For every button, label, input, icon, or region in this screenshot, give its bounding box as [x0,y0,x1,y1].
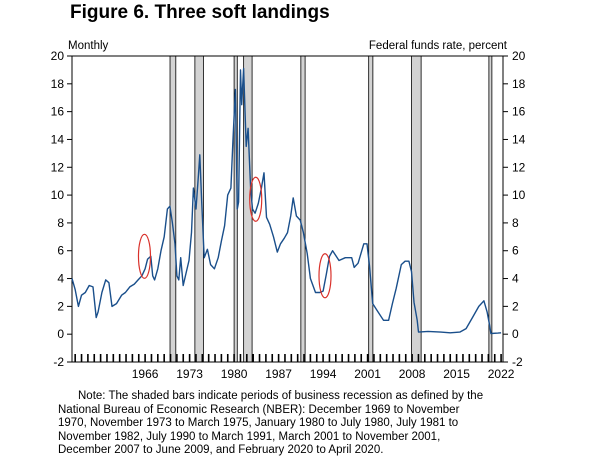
x-tick-label: 2008 [399,367,426,381]
x-tick-label: 1980 [221,367,248,381]
y-tick-label-left: 16 [51,105,65,119]
chart: -2 -2 0 0 2 2 4 4 6 6 8 8 10 10 12 12 14 14 16 16 18 18 20 20 19… [51,49,526,381]
y-tick-label-right: 20 [512,49,526,63]
chart-note: Note: The shaded bars indicate periods o… [58,390,518,458]
y-tick-label-right: 4 [512,272,519,286]
y-tick-label-left: 12 [51,160,65,174]
y-tick-label-right: -2 [512,355,523,369]
y-tick-label-left: 8 [57,216,64,230]
x-tick-label: 2022 [488,367,515,381]
unit-label: Federal funds rate, percent [368,40,507,52]
series-line-fed-funds-rate [71,67,502,335]
x-tick-label: 2001 [354,367,381,381]
note-line: National Bureau of Economic Research (NB… [58,403,460,416]
x-tick-label: 1973 [176,367,203,381]
x-tick-label: 1987 [265,367,292,381]
chart-title: Figure 6. Three soft landings [70,2,330,23]
recession-bar [488,55,493,363]
y-tick-label-left: 18 [51,77,65,91]
soft-landing-marker [249,176,263,222]
plot-frame [71,55,504,363]
y-tick-label-right: 2 [512,299,519,313]
recession-bar [300,55,306,363]
y-tick-label-right: 12 [512,160,526,174]
y-tick-label-right: 14 [512,132,526,146]
x-tick-label: 1966 [132,367,159,381]
y-tick-label-left: 14 [51,132,65,146]
y-tick-label-left: 4 [57,272,64,286]
x-tick-label: 1994 [310,367,337,381]
y-tick-label-right: 10 [512,188,526,202]
soft-landing-marker [318,253,332,299]
frequency-label: Monthly [68,40,109,52]
y-tick-label-left: 10 [51,188,65,202]
note-line: November 1982, July 1990 to March 1991, … [58,430,441,443]
y-tick-label-right: 8 [512,216,519,230]
y-tick-label-right: 0 [512,327,519,341]
recession-bar [368,55,374,363]
soft-landing-marker [137,233,152,279]
y-tick-label-right: 18 [512,77,526,91]
note-line: 1970, November 1973 to March 1975, Janua… [58,417,459,429]
y-tick-label-left: 20 [51,49,65,63]
y-tick-label-left: -2 [53,355,64,369]
y-tick-label-right: 16 [512,105,526,119]
y-tick-label-right: 6 [512,244,519,258]
y-tick-label-left: 0 [57,327,64,341]
note-line: December 2007 to June 2009, and February… [58,444,384,456]
y-tick-label-left: 6 [57,244,64,258]
note-line: Note: The shaded bars indicate periods o… [78,390,484,402]
x-tick-label: 2015 [443,367,470,381]
y-tick-label-left: 2 [57,299,64,313]
